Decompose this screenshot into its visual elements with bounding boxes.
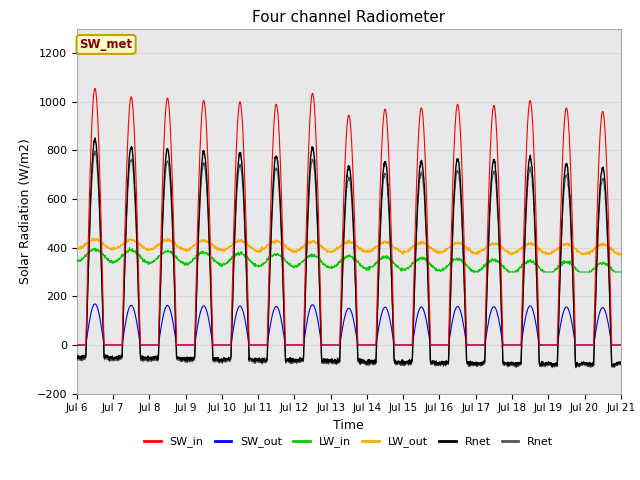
Y-axis label: Solar Radiation (W/m2): Solar Radiation (W/m2) [18,138,31,284]
Title: Four channel Radiometer: Four channel Radiometer [252,10,445,25]
X-axis label: Time: Time [333,419,364,432]
Legend: SW_in, SW_out, LW_in, LW_out, Rnet, Rnet: SW_in, SW_out, LW_in, LW_out, Rnet, Rnet [140,432,558,452]
Text: SW_met: SW_met [79,38,132,51]
